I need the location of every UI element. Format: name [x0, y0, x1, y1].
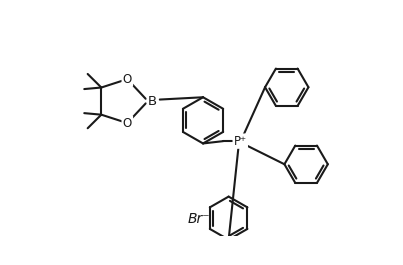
Text: O: O [123, 73, 132, 86]
Text: Br⁻: Br⁻ [188, 212, 210, 226]
Text: O: O [123, 117, 132, 130]
Text: B: B [148, 95, 157, 108]
Text: P⁺: P⁺ [234, 135, 247, 148]
